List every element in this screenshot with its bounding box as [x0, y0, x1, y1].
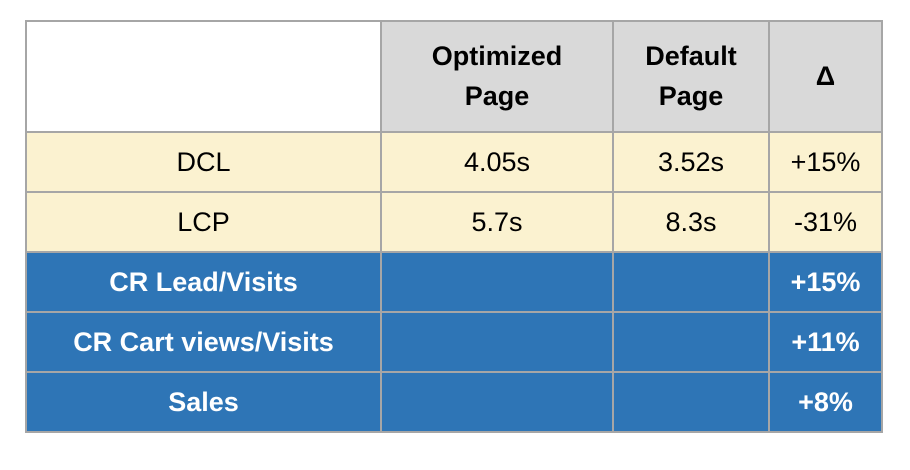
column-header-optimized-page-label: Optimized Page — [431, 41, 563, 111]
optimized-value-cell-empty — [380, 251, 614, 313]
default-value-cell: 3.52s — [612, 131, 770, 193]
table-row-cr-lead-visits: CR Lead/Visits +15% — [25, 251, 883, 313]
performance-comparison-table: Optimized Page Default Page Δ DCL 4.05s … — [25, 20, 883, 433]
default-value-cell-empty — [612, 311, 770, 373]
optimized-value-cell: 5.7s — [380, 191, 614, 253]
row-label-cell: CR Lead/Visits — [25, 251, 382, 313]
delta-value-cell: +15% — [768, 251, 883, 313]
optimized-value-cell-empty — [380, 311, 614, 373]
optimized-value-cell: 4.05s — [380, 131, 614, 193]
table-header-row: Optimized Page Default Page Δ — [25, 20, 883, 133]
column-header-delta: Δ — [768, 20, 883, 133]
table-row-sales: Sales +8% — [25, 371, 883, 433]
corner-cell — [25, 20, 382, 133]
delta-symbol: Δ — [815, 60, 836, 91]
table-row-dcl: DCL 4.05s 3.52s +15% — [25, 131, 883, 193]
table-row-cr-cart-views-visits: CR Cart views/Visits +11% — [25, 311, 883, 373]
delta-value-cell: +15% — [768, 131, 883, 193]
delta-value-cell: +11% — [768, 311, 883, 373]
row-label-cell: CR Cart views/Visits — [25, 311, 382, 373]
default-value-cell-empty — [612, 371, 770, 433]
row-label-cell: DCL — [25, 131, 382, 193]
table-row-lcp: LCP 5.7s 8.3s -31% — [25, 191, 883, 253]
default-value-cell: 8.3s — [612, 191, 770, 253]
optimized-value-cell-empty — [380, 371, 614, 433]
delta-value-cell: +8% — [768, 371, 883, 433]
delta-value-cell: -31% — [768, 191, 883, 253]
column-header-default-page: Default Page — [612, 20, 770, 133]
row-label-cell: LCP — [25, 191, 382, 253]
column-header-optimized-page: Optimized Page — [380, 20, 614, 133]
row-label-cell: Sales — [25, 371, 382, 433]
default-value-cell-empty — [612, 251, 770, 313]
column-header-default-page-label: Default Page — [645, 41, 737, 111]
